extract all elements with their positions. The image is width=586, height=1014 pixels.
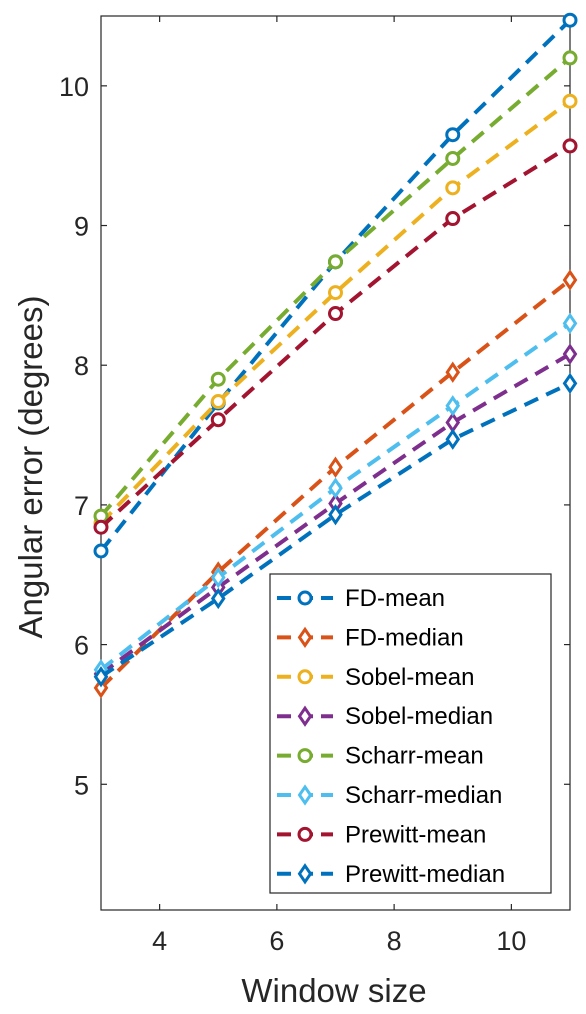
- data-point: [562, 312, 578, 334]
- x-tick-label: 6: [269, 926, 284, 956]
- data-point: [445, 127, 461, 143]
- y-axis-label: Angular error (degrees): [12, 296, 49, 639]
- y-tick-label: 10: [59, 72, 89, 102]
- legend-entry: Scharr-mean: [277, 743, 484, 770]
- data-point: [445, 411, 461, 434]
- series-prewitt-median: [93, 372, 578, 688]
- legend-entry: Sobel-mean: [277, 664, 474, 691]
- x-tick-label: 10: [496, 926, 526, 956]
- data-point: [93, 519, 109, 535]
- data-point: [297, 784, 313, 806]
- data-point: [562, 343, 578, 365]
- data-point: [210, 566, 226, 589]
- legend-label: Sobel-mean: [345, 664, 474, 691]
- axis-ticks: 4 6 8 10 5 6 7 8 9 10: [59, 16, 570, 956]
- data-point: [328, 285, 343, 301]
- series-prewitt-mean: [93, 138, 578, 535]
- data-point: [93, 677, 109, 699]
- legend-label: Scharr-median: [345, 782, 502, 809]
- data-point: [297, 626, 313, 649]
- data-point: [328, 456, 343, 478]
- data-point: [297, 826, 313, 842]
- data-point: [210, 371, 226, 387]
- legend-label: Prewitt-median: [345, 861, 505, 888]
- legend-entry: Scharr-median: [277, 782, 502, 809]
- data-point: [210, 394, 226, 410]
- data-point: [562, 50, 578, 66]
- series-layer: [93, 12, 578, 699]
- legend-label: Scharr-mean: [345, 743, 484, 770]
- data-point: [210, 587, 226, 610]
- legend-entry: FD-mean: [277, 585, 445, 612]
- y-tick-label: 9: [74, 212, 89, 242]
- legend-label: FD-median: [345, 624, 464, 651]
- data-point: [297, 590, 313, 606]
- legend: FD-mean FD-median Sobel-mean Sobel-median Sc…: [269, 573, 552, 894]
- data-point: [445, 150, 461, 166]
- data-point: [328, 504, 343, 526]
- legend-entry: Prewitt-mean: [277, 821, 486, 848]
- y-tick-label: 7: [74, 491, 89, 521]
- data-point: [562, 93, 578, 109]
- data-point: [297, 863, 313, 885]
- legend-box: [269, 573, 552, 894]
- data-point: [562, 269, 578, 291]
- x-tick-label: 8: [387, 926, 402, 956]
- data-point: [562, 12, 578, 28]
- data-point: [445, 180, 461, 196]
- data-point: [328, 254, 343, 270]
- data-point: [562, 138, 578, 154]
- y-tick-label: 8: [74, 351, 89, 381]
- plot-frame: [100, 15, 571, 911]
- series-scharr-mean: [93, 50, 578, 524]
- data-point: [562, 372, 578, 395]
- data-point: [328, 306, 343, 322]
- plot-area: [100, 15, 571, 911]
- data-point: [297, 705, 313, 727]
- legend-entry: Sobel-median: [277, 703, 493, 730]
- series-line: [99, 99, 572, 525]
- data-point: [297, 748, 313, 764]
- data-point: [445, 428, 461, 450]
- series-scharr-median: [93, 312, 578, 681]
- y-tick-label: 6: [74, 631, 89, 661]
- legend-label: FD-mean: [345, 585, 445, 612]
- legend-label: Prewitt-mean: [345, 821, 486, 848]
- data-point: [445, 361, 461, 383]
- data-point: [328, 477, 343, 499]
- data-point: [445, 395, 461, 417]
- data-point: [93, 543, 109, 559]
- data-point: [445, 211, 461, 227]
- legend-label: Sobel-median: [345, 703, 493, 730]
- data-point: [93, 666, 109, 688]
- x-tick-label: 4: [152, 926, 167, 956]
- legend-entry: Prewitt-median: [277, 861, 505, 888]
- y-tick-label: 5: [74, 770, 89, 800]
- legend-entry: FD-median: [277, 624, 464, 651]
- data-point: [210, 412, 226, 428]
- x-axis-label: Window size: [241, 972, 426, 1009]
- data-point: [297, 669, 313, 685]
- series-line: [99, 381, 571, 679]
